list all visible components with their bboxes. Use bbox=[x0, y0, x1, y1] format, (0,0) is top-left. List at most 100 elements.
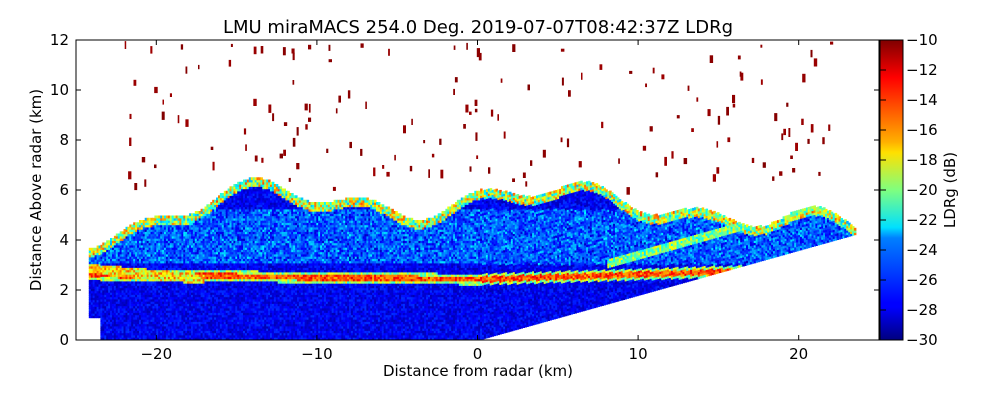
ldr-cell bbox=[183, 238, 186, 241]
ldr-cell bbox=[127, 307, 130, 311]
ldr-cell bbox=[208, 337, 211, 340]
ldr-cell bbox=[200, 249, 204, 253]
ldr-cell bbox=[181, 222, 184, 226]
ldr-cell bbox=[127, 321, 130, 325]
ldr-cell bbox=[243, 294, 246, 298]
ldr-cell bbox=[246, 262, 250, 266]
ldr-cell bbox=[102, 271, 105, 275]
ldr-cell bbox=[191, 305, 194, 309]
ldr-cell bbox=[156, 235, 159, 239]
ldr-cell bbox=[252, 278, 256, 282]
ldr-cell bbox=[210, 202, 213, 205]
ldr-cell bbox=[129, 260, 132, 264]
ldr-cell bbox=[191, 325, 194, 329]
ldr-cell bbox=[187, 330, 190, 334]
ldr-cell bbox=[250, 265, 254, 268]
ldr-cell bbox=[212, 283, 215, 286]
ldr-cell bbox=[260, 296, 263, 300]
ldr-cell bbox=[90, 295, 94, 298]
ldr-cell bbox=[260, 271, 263, 275]
ldr-cell bbox=[144, 233, 148, 237]
ldr-cell bbox=[137, 312, 140, 316]
ldr-cell bbox=[144, 220, 148, 223]
ldr-cell bbox=[154, 334, 157, 338]
ldr-cell bbox=[100, 319, 103, 322]
ldr-cell bbox=[88, 261, 92, 265]
ldr-cell bbox=[169, 224, 173, 228]
ldr-cell bbox=[102, 280, 105, 284]
ldr-cell bbox=[189, 292, 192, 295]
ldr-cell bbox=[139, 283, 142, 286]
ldr-cell bbox=[246, 197, 250, 201]
ldr-cell bbox=[135, 247, 138, 250]
ldr-cell bbox=[135, 231, 138, 235]
ldr-cell bbox=[165, 283, 169, 286]
ldr-cell bbox=[183, 328, 186, 331]
ldr-cell bbox=[260, 319, 263, 322]
ldr-cell bbox=[229, 310, 232, 313]
ldr-cell bbox=[177, 325, 180, 329]
ldr-cell bbox=[206, 222, 209, 226]
ldr-cell bbox=[246, 199, 250, 203]
ldr-cell bbox=[117, 321, 121, 325]
ldr-cell bbox=[229, 319, 232, 322]
ldr-cell bbox=[137, 238, 140, 241]
ldr-cell bbox=[113, 274, 117, 277]
ldr-cell bbox=[258, 242, 261, 246]
ldr-cell bbox=[181, 269, 184, 273]
ldr-cell bbox=[160, 222, 163, 226]
ldr-cell bbox=[133, 334, 136, 338]
ldr-cell bbox=[169, 287, 173, 291]
ldr-cell bbox=[191, 238, 194, 241]
ldr-cell bbox=[200, 211, 204, 214]
ldr-cell bbox=[214, 307, 217, 311]
ldr-cell bbox=[235, 283, 238, 286]
ldr-cell bbox=[142, 265, 146, 268]
ldr-cell bbox=[189, 310, 192, 313]
ldr-cell bbox=[187, 276, 190, 280]
ldr-cell bbox=[237, 321, 240, 325]
ldr-cell bbox=[150, 267, 153, 271]
ldr-cell bbox=[106, 330, 109, 334]
ldr-cell bbox=[177, 249, 180, 253]
ldr-cell bbox=[260, 305, 263, 309]
ldr-cell bbox=[94, 310, 98, 314]
ldr-cell bbox=[256, 323, 259, 327]
ldr-cell bbox=[183, 269, 186, 273]
ldr-cell bbox=[202, 316, 206, 320]
ldr-cell bbox=[223, 267, 227, 271]
ldr-cell bbox=[187, 260, 190, 264]
ldr-cell bbox=[96, 292, 100, 296]
ldr-cell bbox=[231, 280, 234, 284]
ldr-cell bbox=[216, 334, 219, 338]
ldr-cell bbox=[196, 274, 200, 277]
ldr-cell bbox=[90, 306, 94, 310]
ldr-cell bbox=[235, 193, 238, 196]
ldr-cell bbox=[210, 235, 213, 239]
ldr-cell bbox=[129, 224, 132, 228]
ldr-cell bbox=[183, 301, 186, 304]
ldr-cell bbox=[158, 235, 161, 239]
ldr-cell bbox=[162, 229, 165, 232]
ldr-cell bbox=[219, 220, 223, 223]
ldr-cell bbox=[177, 292, 180, 295]
ldr-cell bbox=[167, 298, 171, 302]
ldr-cell bbox=[167, 253, 171, 257]
ldr-cell bbox=[260, 278, 263, 282]
ldr-cell bbox=[233, 242, 236, 246]
ldr-cell bbox=[158, 323, 161, 327]
ldr-cell bbox=[250, 188, 254, 192]
ldr-cell bbox=[248, 307, 252, 311]
ldr-cell bbox=[241, 330, 244, 334]
ldr-cell bbox=[152, 262, 155, 266]
ldr-cell bbox=[108, 256, 111, 259]
ldr-cell bbox=[256, 181, 259, 185]
ldr-cell bbox=[235, 229, 238, 232]
ldr-cell bbox=[250, 222, 254, 226]
ldr-cell bbox=[219, 330, 223, 334]
ldr-cell bbox=[216, 215, 219, 219]
ldr-cell bbox=[194, 323, 198, 327]
ldr-cell bbox=[144, 328, 148, 331]
ldr-cell bbox=[148, 251, 152, 255]
ldr-cell bbox=[96, 259, 100, 262]
